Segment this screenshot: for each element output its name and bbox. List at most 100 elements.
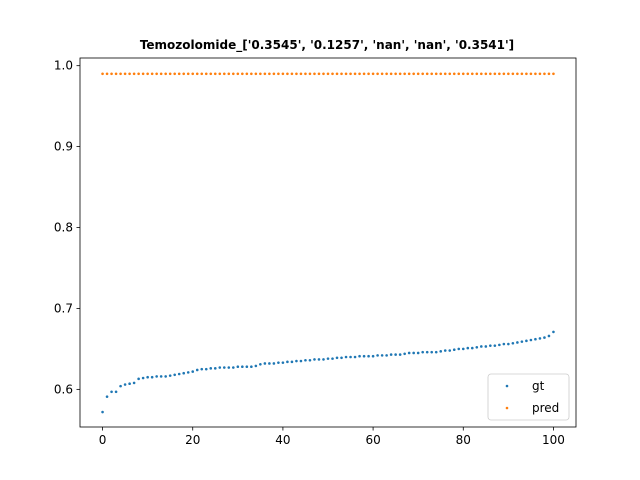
axes-frame: [79, 57, 577, 428]
x-tick-label-2: 40: [275, 433, 290, 447]
point-pred-6: [128, 72, 131, 76]
legend-marker-pred: [505, 406, 509, 410]
point-gt-20: [191, 370, 195, 373]
point-gt-78: [452, 348, 456, 352]
point-gt-0: [101, 410, 104, 414]
point-gt-31: [241, 365, 244, 369]
point-pred-22: [200, 72, 204, 76]
point-gt-79: [457, 347, 461, 351]
point-pred-87: [493, 72, 497, 76]
point-pred-64: [389, 72, 393, 76]
point-pred-35: [259, 72, 262, 76]
point-gt-14: [164, 375, 167, 378]
point-gt-58: [362, 354, 366, 358]
point-pred-32: [245, 72, 249, 76]
point-pred-89: [502, 72, 506, 76]
point-gt-49: [322, 358, 325, 361]
point-gt-25: [213, 367, 217, 370]
point-gt-62: [380, 354, 384, 357]
point-gt-93: [520, 340, 524, 343]
point-pred-33: [250, 72, 253, 76]
x-tick-label-1: 20: [185, 433, 200, 447]
y-tick-label-2: 0.8: [54, 221, 73, 235]
point-pred-54: [344, 72, 348, 76]
point-pred-95: [529, 72, 533, 76]
point-pred-14: [164, 72, 167, 76]
point-gt-24: [209, 367, 213, 370]
point-gt-36: [263, 362, 267, 365]
point-pred-56: [353, 72, 357, 76]
point-pred-45: [304, 72, 307, 76]
point-gt-15: [168, 374, 172, 377]
point-pred-8: [137, 72, 140, 76]
point-gt-2: [110, 390, 113, 394]
point-gt-97: [538, 337, 542, 340]
point-gt-96: [534, 337, 537, 341]
y-tick-label-0: 0.6: [54, 382, 73, 396]
point-pred-4: [119, 72, 122, 76]
legend-label-gt: gt: [532, 379, 545, 393]
point-gt-16: [173, 373, 176, 377]
point-gt-63: [385, 354, 388, 357]
point-pred-53: [340, 72, 343, 76]
point-gt-60: [371, 354, 375, 358]
point-pred-52: [335, 72, 339, 76]
point-gt-40: [281, 361, 285, 364]
point-pred-48: [317, 72, 321, 76]
point-pred-60: [371, 72, 375, 76]
point-pred-36: [263, 72, 267, 76]
point-gt-43: [295, 359, 298, 363]
point-pred-73: [430, 72, 434, 76]
point-gt-67: [403, 352, 406, 356]
point-pred-37: [268, 72, 271, 76]
legend-marker-gt: [505, 384, 509, 388]
point-gt-98: [543, 336, 546, 339]
point-pred-2: [110, 72, 113, 76]
point-gt-83: [475, 345, 479, 349]
chart-title: Temozolomide_['0.3545', '0.1257', 'nan',…: [140, 38, 514, 53]
point-pred-83: [475, 72, 479, 76]
point-gt-19: [186, 371, 190, 374]
point-gt-54: [344, 355, 348, 359]
point-gt-100: [552, 330, 555, 334]
point-gt-46: [308, 358, 312, 362]
point-pred-49: [322, 72, 325, 76]
point-pred-88: [498, 72, 501, 76]
point-gt-56: [353, 355, 357, 359]
x-axis-ticks: 0 20 40 60 80 100: [99, 427, 565, 447]
point-gt-57: [358, 354, 361, 358]
point-gt-77: [448, 349, 452, 352]
point-pred-38: [272, 72, 276, 76]
point-gt-90: [507, 342, 510, 346]
point-pred-71: [421, 72, 424, 76]
point-pred-24: [209, 72, 213, 76]
point-pred-59: [367, 72, 370, 76]
data-points: [101, 72, 555, 414]
x-tick-label-0: 0: [99, 433, 107, 447]
point-gt-86: [489, 344, 492, 347]
point-pred-85: [484, 72, 488, 76]
point-pred-18: [182, 72, 186, 76]
point-pred-30: [236, 72, 240, 76]
point-gt-7: [132, 381, 136, 385]
point-gt-71: [421, 350, 424, 354]
point-pred-17: [177, 72, 181, 76]
point-gt-55: [349, 355, 352, 359]
point-pred-82: [470, 72, 474, 76]
point-pred-77: [448, 72, 452, 76]
point-gt-73: [430, 350, 434, 354]
point-pred-91: [511, 72, 515, 76]
point-pred-57: [358, 72, 361, 76]
point-gt-22: [200, 367, 204, 371]
point-pred-23: [204, 72, 208, 76]
point-pred-21: [195, 72, 199, 76]
point-pred-5: [123, 72, 127, 76]
point-pred-90: [507, 72, 510, 76]
point-gt-28: [227, 366, 231, 369]
point-pred-12: [155, 72, 158, 76]
point-gt-53: [340, 356, 343, 360]
point-gt-23: [204, 367, 208, 371]
point-pred-13: [159, 72, 163, 76]
point-pred-27: [222, 72, 226, 76]
y-axis-ticks: 0.6 0.7 0.8 0.9 1.0: [54, 59, 80, 396]
